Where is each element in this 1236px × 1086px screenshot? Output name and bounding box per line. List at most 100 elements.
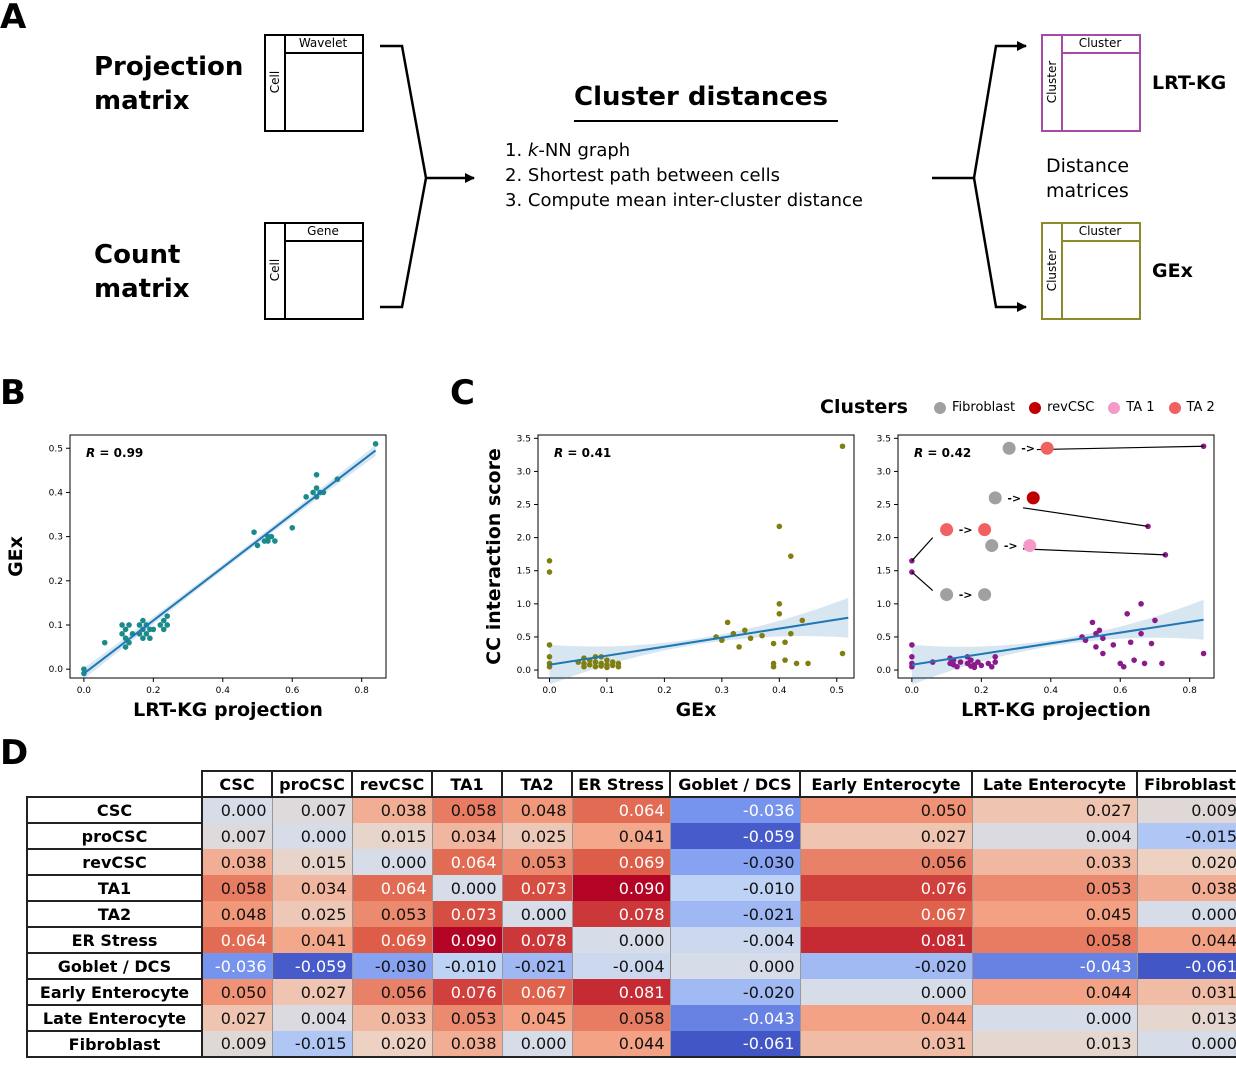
data-point	[992, 659, 999, 665]
scatter-charts: 0.0 0.2 0.4 0.6 0.8 0.0 0.1 0.2 0.3 0.4 0.5 LRT-KG …	[5, 434, 1215, 721]
x-axis-label: LRT-KG projection	[133, 699, 323, 721]
data-point	[1100, 650, 1106, 657]
heatmap-cell: 0.020	[1136, 849, 1236, 875]
heatmap-cell: 0.058	[571, 1005, 671, 1031]
heatmap-cell: 0.007	[201, 823, 273, 849]
data-point	[968, 657, 974, 663]
annotation-arrow-text: ->	[1021, 442, 1035, 455]
data-point	[1159, 660, 1165, 667]
lrt-kg-matrix-col-label: Cluster	[1061, 36, 1139, 54]
heatmap-cell: -0.004	[669, 927, 801, 953]
data-point	[1138, 630, 1144, 637]
data-point	[1117, 660, 1124, 667]
x-tick-label: 0.4	[216, 686, 231, 696]
heatmap-cell: 0.064	[571, 797, 671, 823]
y-tick-label: 0.5	[517, 633, 531, 643]
legend-label: TA 2	[1186, 400, 1215, 415]
data-point	[788, 553, 794, 559]
y-tick-label: 0.5	[49, 444, 63, 454]
data-point	[1141, 660, 1148, 667]
heatmap-cell: 0.000	[669, 953, 801, 979]
heatmap-row: TA2 0.048 0.025 0.053 0.073 0.000 0.078 -0.021 0…	[26, 900, 1236, 928]
heatmap-cell: 0.000	[1136, 901, 1236, 927]
step-1: 1. k-NN graph	[505, 140, 631, 161]
heatmap-cell: 0.000	[501, 1031, 573, 1058]
data-point	[119, 622, 125, 628]
heatmap-cell: 0.078	[501, 927, 573, 953]
heatmap-row: TA1 0.058 0.034 0.064 0.000 0.073 0.090 -0.010 0…	[26, 874, 1236, 902]
heatmap-cell: -0.061	[1136, 953, 1236, 979]
heatmap-column-header: Late Enterocyte	[971, 770, 1138, 798]
heatmap-cell: 0.048	[501, 797, 573, 823]
y-tick-label: 0.3	[49, 533, 63, 543]
legend-dot	[934, 401, 946, 414]
data-point	[604, 657, 610, 663]
annotation-arrow-text: ->	[959, 524, 973, 537]
heatmap-cell: 0.076	[799, 875, 973, 901]
heatmap-cell: 0.056	[351, 979, 433, 1005]
heatmap-cell: 0.041	[271, 927, 353, 953]
heatmap-cell: 0.000	[431, 875, 503, 901]
distance-heatmap: CSC proCSC revCSC TA1 TA2 ER Stress Goblet / D…	[26, 770, 1236, 1058]
heatmap-row-header: Goblet / DCS	[26, 952, 203, 980]
data-point	[1089, 619, 1096, 626]
data-point	[1096, 627, 1103, 634]
heatmap-cell: 0.000	[799, 979, 973, 1005]
data-point	[776, 610, 783, 617]
data-point	[265, 538, 271, 544]
x-tick-label: 0.4	[772, 686, 787, 696]
annotation-leader	[911, 537, 934, 562]
annotation-arrow-text: ->	[1007, 492, 1021, 505]
panel-letter-a: A	[0, 0, 27, 37]
heatmap-cell: 0.013	[971, 1031, 1138, 1058]
heatmap-cell: 0.000	[1136, 1031, 1236, 1058]
heatmap-cell: 0.038	[431, 1031, 503, 1058]
heatmap-cell: -0.015	[271, 1031, 353, 1058]
annotation-from-dot	[1002, 441, 1016, 455]
heatmap-cell: 0.053	[971, 875, 1138, 901]
x-tick-label: 0.0	[542, 686, 557, 696]
x-tick-label: 0.0	[905, 686, 920, 696]
heatmap-column-header: CSC	[201, 770, 273, 798]
heatmap-row: revCSC 0.038 0.015 0.000 0.064 0.053 0.069 -0.0…	[26, 848, 1236, 876]
y-tick-label: 0.1	[49, 621, 63, 631]
heatmap-row-header: TA2	[26, 900, 203, 928]
fit-line	[911, 618, 1204, 666]
heatmap-cell: 0.009	[1136, 797, 1236, 823]
heatmap-cell: 0.015	[271, 849, 353, 875]
data-point	[546, 558, 553, 564]
data-point	[1138, 601, 1144, 607]
heatmap-cell: 0.000	[971, 1005, 1138, 1031]
data-point	[985, 660, 992, 667]
data-point	[1100, 635, 1106, 642]
y-tick-label: 3.0	[877, 467, 892, 477]
y-axis-label: CC interaction score	[483, 448, 505, 665]
chart-c-left: 0.0 0.1 0.2 0.3 0.4 0.5 0.0 0.5 1.0 1.5 2.0 2.5 3.0 3…	[483, 434, 855, 721]
heatmap-cell: 0.031	[799, 1031, 973, 1058]
heatmap-cell: 0.031	[1136, 979, 1236, 1005]
data-point	[909, 654, 915, 660]
heatmap-row-header: Early Enterocyte	[26, 978, 203, 1006]
data-point	[1148, 640, 1155, 647]
data-point	[1093, 630, 1099, 637]
heatmap-cell: 0.000	[571, 927, 671, 953]
axes-frame	[69, 434, 387, 679]
gex-matrix-icon: Cluster Cluster	[1041, 222, 1141, 320]
right-bracket-lower	[972, 177, 1027, 312]
heatmap-column-header: Early Enterocyte	[799, 770, 973, 798]
data-point	[592, 659, 599, 665]
heatmap-cell: 0.034	[271, 875, 353, 901]
heatmap-cell: 0.034	[431, 823, 503, 849]
data-point	[1124, 610, 1130, 617]
heatmap-column-header: Goblet / DCS	[669, 770, 801, 798]
heatmap-cell: 0.004	[271, 1005, 353, 1031]
legend-dot	[1108, 401, 1121, 414]
data-point	[793, 660, 800, 667]
x-tick-label: 0.2	[974, 686, 988, 696]
heatmap-cell: -0.030	[351, 953, 433, 979]
panel-letter-c: C	[450, 373, 475, 413]
y-tick-label: 3.5	[877, 434, 891, 444]
annotation-to-dot	[1023, 539, 1037, 553]
heatmap-cell: -0.061	[669, 1031, 801, 1058]
data-point	[164, 622, 171, 628]
